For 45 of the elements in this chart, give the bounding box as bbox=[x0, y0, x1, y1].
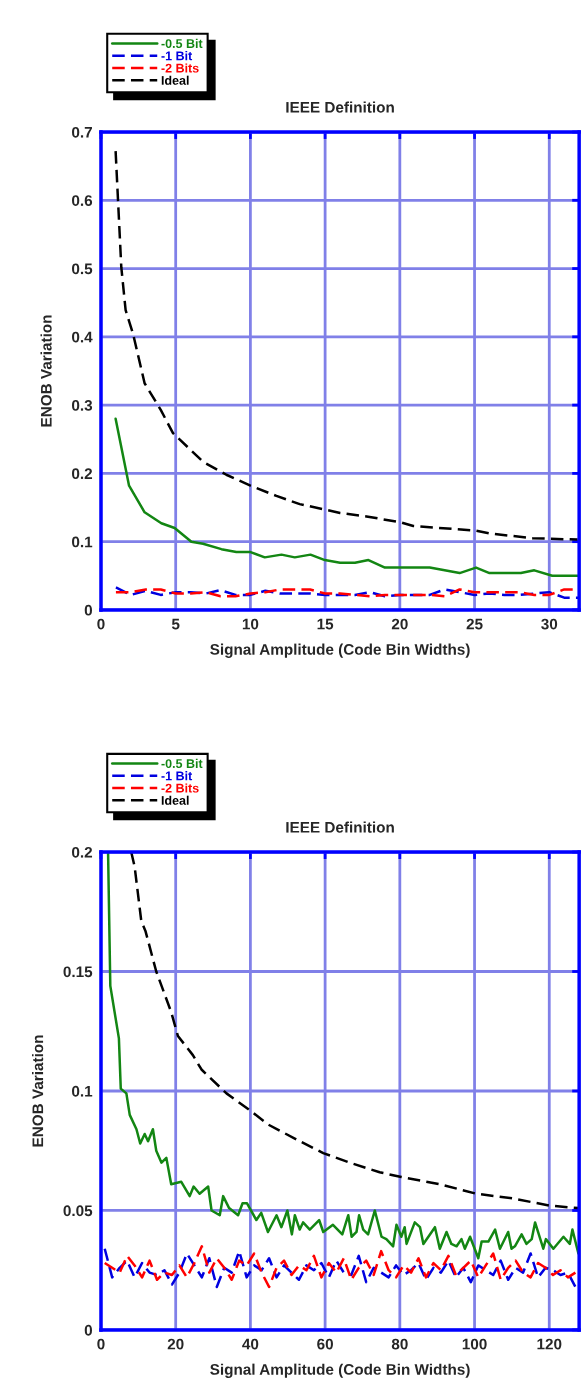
x-tick-label: 80 bbox=[391, 1338, 408, 1350]
x-tick-label: 15 bbox=[317, 618, 334, 630]
y-tick-label: 0.2 bbox=[72, 468, 93, 480]
y-tick-label: 0.15 bbox=[63, 966, 93, 978]
x-tick-label: 5 bbox=[171, 618, 180, 630]
y-tick-label: 0.7 bbox=[72, 126, 92, 138]
legend-label: -1 Bit bbox=[161, 51, 193, 61]
line-series bbox=[106, 852, 580, 1260]
x-tick-label: 25 bbox=[466, 618, 483, 630]
y-tick-label: 0.3 bbox=[72, 399, 93, 411]
y-tick-label: 0.2 bbox=[72, 846, 93, 858]
legend-label: -0.5 Bit bbox=[161, 758, 203, 769]
chart-title: IEEE Definition bbox=[286, 101, 394, 113]
x-tick-label: 10 bbox=[242, 618, 259, 630]
line-series bbox=[114, 149, 579, 541]
x-tick-label: 0 bbox=[97, 1338, 105, 1350]
y-tick-label: 0.1 bbox=[72, 536, 93, 548]
line-series bbox=[129, 852, 580, 1210]
x-axis-title: Signal Amplitude (Code Bin Widths) bbox=[210, 643, 470, 658]
x-tick-label: 30 bbox=[541, 618, 558, 630]
legend-label: -1 Bit bbox=[161, 771, 193, 781]
legend-label: Ideal bbox=[161, 75, 189, 85]
y-tick-label: 0 bbox=[84, 1324, 93, 1336]
x-tick-label: 20 bbox=[167, 1338, 184, 1350]
x-tick-label: 100 bbox=[462, 1338, 487, 1350]
x-tick-label: 20 bbox=[391, 618, 408, 630]
x-tick-label: 120 bbox=[537, 1338, 562, 1350]
legend-label: Ideal bbox=[161, 795, 189, 805]
y-axis-title: ENOB Variation bbox=[40, 315, 52, 427]
x-tick-label: 60 bbox=[317, 1338, 333, 1350]
line-series bbox=[114, 417, 579, 578]
x-tick-label: 40 bbox=[242, 1338, 259, 1350]
y-axis-title: ENOB Variation bbox=[32, 1035, 44, 1147]
y-tick-label: 0.1 bbox=[72, 1085, 93, 1097]
y-tick-label: 0.05 bbox=[63, 1205, 93, 1217]
x-axis-title: Signal Amplitude (Code Bin Widths) bbox=[210, 1363, 470, 1378]
legend-label: -0.5 Bit bbox=[161, 38, 203, 49]
legend-label: -2 Bits bbox=[161, 63, 199, 73]
chart-title: IEEE Definition bbox=[286, 821, 394, 833]
x-tick-label: 0 bbox=[97, 618, 105, 630]
y-tick-label: 0.6 bbox=[72, 195, 93, 206]
legend-label: -2 Bits bbox=[161, 783, 199, 793]
y-tick-label: 0.4 bbox=[72, 331, 93, 343]
y-tick-label: 0 bbox=[84, 604, 93, 616]
y-tick-label: 0.5 bbox=[72, 263, 93, 275]
